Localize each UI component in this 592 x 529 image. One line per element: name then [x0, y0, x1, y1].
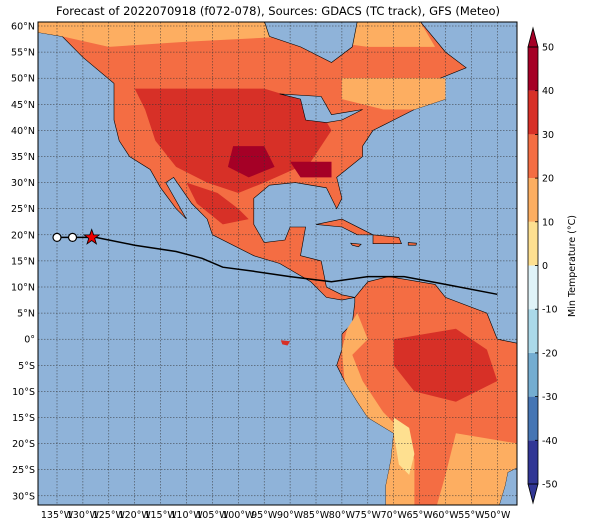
- colorbar-segment: [528, 47, 538, 91]
- lat-label: 25°N: [11, 204, 35, 215]
- lon-label: 120°W: [119, 510, 152, 521]
- colorbar-tick-label: 30: [542, 130, 554, 141]
- lat-label: 30°N: [11, 178, 35, 189]
- colorbar-segment: [528, 309, 538, 353]
- lon-label: 55°W: [458, 510, 485, 521]
- colorbar-tick-label: -50: [542, 480, 558, 491]
- jamaica: [350, 242, 362, 248]
- lon-label: 60°W: [432, 510, 459, 521]
- lon-label: 105°W: [196, 510, 229, 521]
- lon-label: 115°W: [144, 510, 177, 521]
- lat-label: 15°S: [12, 413, 35, 424]
- lon-label: 95°W: [251, 510, 278, 521]
- lat-label: 5°S: [18, 361, 35, 372]
- lon-label: 70°W: [381, 510, 408, 521]
- galapagos: [280, 340, 291, 346]
- lon-label: 75°W: [355, 510, 382, 521]
- hispaniola: [372, 234, 402, 244]
- lat-label: 50°N: [11, 74, 35, 85]
- hot-core: [227, 146, 275, 178]
- lat-label: 10°S: [12, 387, 35, 398]
- colorbar-segment: [528, 90, 538, 135]
- colorbar-extend-low: [527, 483, 539, 505]
- track-point: [67, 232, 78, 243]
- lon-label: 135°W: [41, 510, 74, 521]
- lat-label: 15°N: [11, 256, 35, 267]
- lat-label: 30°S: [12, 491, 35, 502]
- track-line: [57, 236, 498, 296]
- track-point: [52, 232, 62, 243]
- puerto-rico: [407, 242, 417, 246]
- colorbar-segment: [528, 352, 538, 397]
- colorbar-segment: [528, 265, 538, 310]
- lon-label: 50°W: [484, 510, 511, 521]
- lat-label: 10°N: [11, 283, 35, 294]
- lat-label: 0°: [24, 335, 35, 346]
- lat-label: 5°N: [17, 309, 35, 320]
- graticule: [38, 22, 517, 505]
- lat-label: 35°N: [11, 152, 35, 163]
- map-frame: [37, 21, 518, 506]
- south-cool: [436, 433, 517, 505]
- colorbar-tick-label: -40: [542, 436, 558, 447]
- colorbar-tick-label: -10: [542, 305, 558, 316]
- title: Forecast of 2022070918 (f072-078), Sourc…: [56, 4, 500, 18]
- mexico-warm: [186, 182, 249, 225]
- storm-position: [82, 228, 101, 245]
- colorbar-tick-label: 50: [542, 43, 554, 54]
- lon-label: 100°W: [222, 510, 255, 521]
- hot-southeast: [290, 161, 332, 178]
- lon-label: 130°W: [67, 510, 100, 521]
- colorbar-tick-label: 0: [542, 261, 548, 272]
- lon-label: 90°W: [277, 510, 304, 521]
- lat-label: 40°N: [11, 126, 35, 137]
- colorbar-tick-label: 40: [542, 86, 554, 97]
- colorbar-label: Min Temperature (°C): [567, 215, 578, 317]
- colorbar-extend-high: [527, 26, 539, 48]
- colorbar-tick-label: 10: [542, 217, 554, 228]
- lon-label: 110°W: [170, 510, 203, 521]
- lon-label: 85°W: [303, 510, 330, 521]
- colorbar-segment: [528, 221, 538, 266]
- lat-label: 25°S: [12, 465, 35, 476]
- lat-label: 45°N: [11, 100, 35, 111]
- colorbar-segment: [528, 134, 538, 179]
- lon-label: 65°W: [406, 510, 433, 521]
- colorbar-tick-label: -30: [542, 392, 558, 403]
- warm-interior: [134, 88, 332, 193]
- hudson-bay: [264, 22, 358, 63]
- lat-label: 20°N: [11, 230, 35, 241]
- colorbar-segment: [528, 178, 538, 222]
- lat-label: 60°N: [11, 22, 35, 33]
- altiplano: [393, 417, 415, 475]
- colorbar-segment: [528, 440, 538, 484]
- colorbar-segment: [528, 396, 538, 441]
- lon-label: 80°W: [329, 510, 356, 521]
- andes-cool: [341, 313, 415, 505]
- lon-label: 125°W: [93, 510, 126, 521]
- lat-label: 55°N: [11, 48, 35, 59]
- tc-track: [52, 228, 498, 296]
- colorbar-tick-label: 20: [542, 174, 554, 185]
- land: [38, 22, 517, 505]
- lat-label: 20°S: [12, 439, 35, 450]
- colorbar-tick-label: -20: [542, 348, 558, 359]
